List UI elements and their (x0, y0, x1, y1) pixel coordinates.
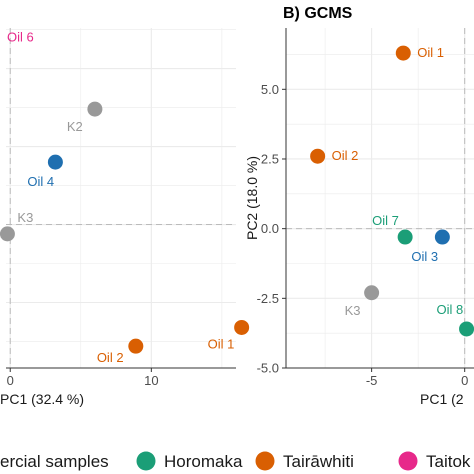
panel-b-plot-area (286, 28, 474, 368)
point-label-k2: K2 (67, 119, 83, 134)
panel-b-ticks: -5 0 5.0 2.5 0.0 -2.5 -5.0 (257, 82, 469, 388)
legend-label-tair-whiti: Tairāwhiti (283, 452, 354, 471)
data-point-oil-2 (310, 148, 326, 164)
data-point-oil-1 (234, 319, 250, 335)
x-tick-label: 0 (7, 373, 14, 388)
point-label-oil-1: Oil 1 (208, 336, 235, 351)
y-tick-label: -2.5 (257, 291, 279, 306)
y-tick-label: 5.0 (261, 82, 279, 97)
point-label-oil-2: Oil 2 (332, 148, 359, 163)
x-tick-label: 0 (461, 373, 468, 388)
y-tick-label: -5.0 (257, 361, 279, 376)
data-point-oil-3 (434, 229, 450, 245)
data-point-oil-8 (459, 321, 474, 337)
legend-swatch-taitok (398, 451, 418, 471)
point-label-oil-3: Oil 3 (411, 249, 438, 264)
panel-a: 0 10 Oil 6 K2 Oil 4 K3 Oil 2 Oil 1 PC1 (32.4 %… (0, 28, 250, 407)
point-label-k3: K3 (345, 303, 361, 318)
data-point-oil-4 (47, 154, 63, 170)
point-label-oil-8: Oil 8 (437, 302, 464, 317)
data-point-k3 (364, 285, 380, 301)
panel-b-y-axis-title: PC2 (18.0 %) (244, 156, 260, 240)
panel-b-points: Oil 1 Oil 2 Oil 7 Oil 3 K3 Oil 8 (310, 45, 474, 337)
panel-a-reference-lines (6, 28, 236, 368)
panel-a-x-axis-title: PC1 (32.4 %) (0, 391, 84, 407)
point-label-k3: K3 (17, 210, 33, 225)
point-label-oil-6: Oil 6 (7, 29, 34, 44)
panel-b-title: B) GCMS (283, 5, 353, 22)
x-tick-label: 10 (144, 373, 158, 388)
data-point-oil-2 (128, 338, 144, 354)
point-label-oil-1: Oil 1 (417, 45, 444, 60)
panel-a-grid (6, 28, 236, 368)
data-point-oil-1 (395, 45, 411, 61)
y-tick-label: 2.5 (261, 151, 279, 166)
point-label-oil-2: Oil 2 (97, 350, 124, 365)
point-label-oil-7: Oil 7 (372, 213, 399, 228)
data-point-k2 (87, 101, 103, 117)
y-tick-label: 0.0 (261, 221, 279, 236)
legend: ercial samples Horomaka Tairāwhiti Taitok (0, 451, 471, 471)
legend-label-taitok: Taitok (426, 452, 471, 471)
data-point-oil-7 (397, 229, 413, 245)
legend-swatch-horomaka (136, 451, 156, 471)
panel-b-reference-lines (286, 28, 474, 368)
legend-label-ercial-samples: ercial samples (0, 452, 109, 471)
legend-label-horomaka: Horomaka (164, 452, 243, 471)
panel-b-x-axis-title: PC1 (2 (420, 391, 464, 407)
panel-a-points: Oil 6 K2 Oil 4 K3 Oil 2 Oil 1 (0, 29, 250, 365)
point-label-oil-4: Oil 4 (27, 174, 54, 189)
legend-swatch-tairāwhiti (255, 451, 275, 471)
panel-a-plot-area (6, 28, 236, 368)
panel-a-ticks: 0 10 (7, 368, 159, 388)
x-tick-label: -5 (366, 373, 378, 388)
data-point-k3 (0, 226, 15, 242)
